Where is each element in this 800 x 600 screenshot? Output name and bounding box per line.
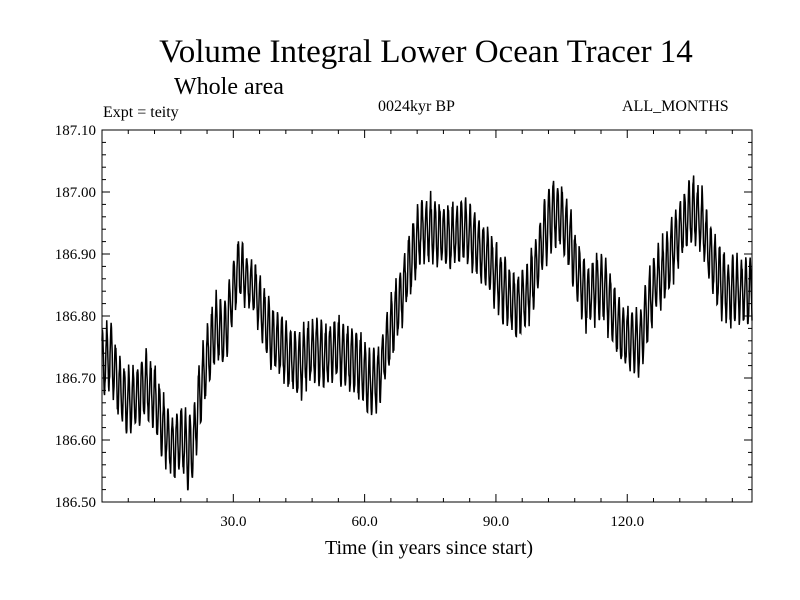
chart-title: Volume Integral Lower Ocean Tracer 14 [159,34,693,70]
period-label: 0024kyr BP [378,98,455,115]
axis-ticks [102,129,752,503]
plot-frame [101,129,753,503]
y-tick-label: 187.00 [55,185,96,201]
y-tick-label: 186.50 [55,495,96,511]
y-tick-label: 187.10 [55,123,96,139]
chart-subtitle: Whole area [174,74,284,100]
y-tick-label: 186.90 [55,247,96,263]
months-label: ALL_MONTHS [622,98,729,115]
x-axis-label: Time (in years since start) [325,537,533,559]
x-tick-label: 90.0 [483,514,509,530]
y-tick-label: 186.80 [55,309,96,325]
y-tick-label: 186.60 [55,433,96,449]
axis-tick-labels: 30.0 60.0 90.0 120.0 186.50 186.60 186.70 186.8… [55,123,644,530]
x-tick-label: 30.0 [220,514,246,530]
x-tick-label: 60.0 [352,514,378,530]
x-tick-label: 120.0 [610,514,644,530]
y-tick-label: 186.70 [55,371,96,387]
experiment-label: Expt = teity [103,104,179,121]
series-line [101,175,753,491]
